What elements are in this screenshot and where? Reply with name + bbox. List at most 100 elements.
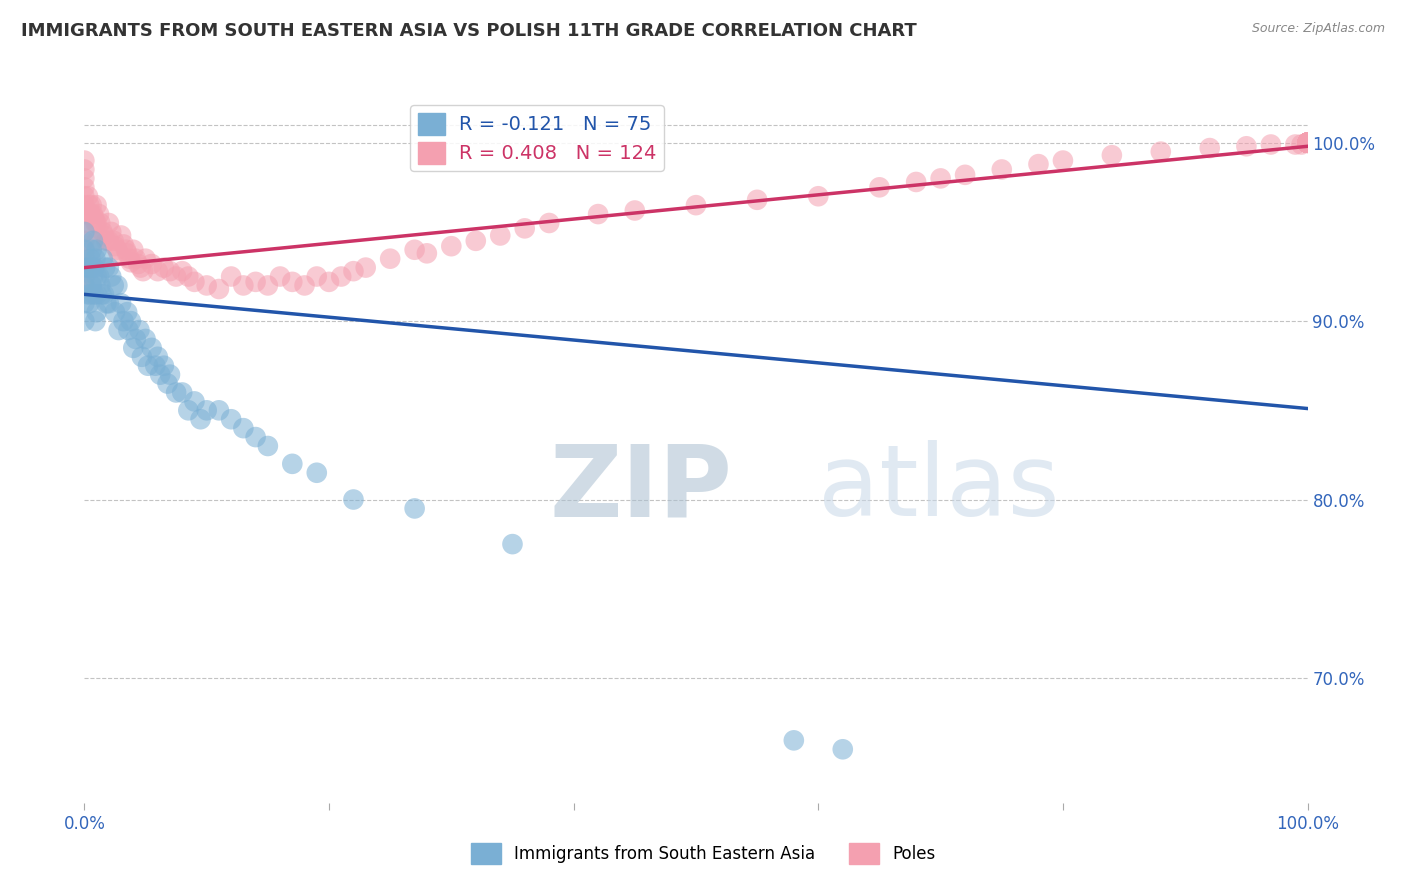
Point bbox=[77, 287, 100, 301]
Point bbox=[489, 228, 512, 243]
Point bbox=[153, 260, 176, 275]
Point bbox=[89, 278, 111, 293]
Point bbox=[342, 492, 364, 507]
Point bbox=[177, 403, 200, 417]
Point bbox=[125, 332, 148, 346]
Point bbox=[195, 278, 218, 293]
Point bbox=[1296, 136, 1319, 150]
Point bbox=[112, 237, 135, 252]
Point bbox=[281, 457, 304, 471]
Point bbox=[104, 239, 127, 253]
Point bbox=[73, 260, 96, 275]
Point bbox=[1296, 136, 1319, 150]
Point bbox=[1296, 136, 1319, 150]
Point bbox=[80, 260, 103, 275]
Point bbox=[128, 323, 150, 337]
Point bbox=[84, 216, 107, 230]
Point bbox=[83, 211, 105, 225]
Point bbox=[100, 269, 122, 284]
Point bbox=[538, 216, 561, 230]
Point bbox=[73, 314, 96, 328]
Point bbox=[120, 314, 142, 328]
Point bbox=[97, 216, 120, 230]
Point bbox=[208, 282, 231, 296]
Text: IMMIGRANTS FROM SOUTH EASTERN ASIA VS POLISH 11TH GRADE CORRELATION CHART: IMMIGRANTS FROM SOUTH EASTERN ASIA VS PO… bbox=[21, 22, 917, 40]
Point bbox=[73, 216, 96, 230]
Point bbox=[159, 368, 181, 382]
Point bbox=[1296, 136, 1319, 150]
Point bbox=[1296, 136, 1319, 150]
Point bbox=[77, 260, 100, 275]
Point bbox=[135, 252, 157, 266]
Point bbox=[96, 234, 118, 248]
Point bbox=[93, 287, 115, 301]
Point bbox=[1296, 136, 1319, 150]
Legend: R = -0.121   N = 75, R = 0.408   N = 124: R = -0.121 N = 75, R = 0.408 N = 124 bbox=[411, 105, 664, 171]
Point bbox=[80, 198, 103, 212]
Point bbox=[1291, 137, 1313, 152]
Point bbox=[131, 350, 153, 364]
Point bbox=[143, 359, 166, 373]
Point bbox=[586, 207, 609, 221]
Point bbox=[1296, 136, 1319, 150]
Point bbox=[208, 403, 231, 417]
Point bbox=[1296, 136, 1319, 150]
Point bbox=[1284, 137, 1306, 152]
Point bbox=[953, 168, 976, 182]
Point bbox=[183, 394, 205, 409]
Point bbox=[127, 257, 149, 271]
Point bbox=[82, 269, 104, 284]
Point bbox=[79, 252, 101, 266]
Point bbox=[110, 296, 132, 310]
Point bbox=[86, 305, 108, 319]
Point bbox=[73, 162, 96, 177]
Point bbox=[115, 246, 138, 260]
Point bbox=[330, 269, 353, 284]
Point bbox=[73, 171, 96, 186]
Point bbox=[80, 278, 103, 293]
Point bbox=[82, 234, 104, 248]
Point bbox=[73, 180, 96, 194]
Point bbox=[149, 368, 172, 382]
Point bbox=[118, 252, 141, 266]
Point bbox=[1296, 136, 1319, 150]
Point bbox=[380, 252, 402, 266]
Point bbox=[747, 193, 769, 207]
Point bbox=[132, 264, 155, 278]
Point bbox=[79, 287, 101, 301]
Point bbox=[73, 207, 96, 221]
Point bbox=[117, 323, 139, 337]
Point bbox=[73, 225, 96, 239]
Point bbox=[136, 359, 159, 373]
Point bbox=[502, 537, 524, 551]
Point bbox=[77, 189, 100, 203]
Point bbox=[269, 269, 291, 284]
Point bbox=[177, 269, 200, 284]
Point bbox=[73, 225, 96, 239]
Point bbox=[1101, 148, 1123, 162]
Point bbox=[146, 264, 169, 278]
Point bbox=[82, 207, 104, 221]
Point bbox=[257, 278, 280, 293]
Point bbox=[464, 234, 486, 248]
Point bbox=[129, 260, 152, 275]
Point bbox=[77, 260, 100, 275]
Point bbox=[165, 385, 187, 400]
Point bbox=[624, 203, 647, 218]
Point bbox=[1296, 136, 1319, 150]
Point bbox=[73, 198, 96, 212]
Point bbox=[79, 207, 101, 221]
Point bbox=[318, 275, 340, 289]
Point bbox=[404, 501, 426, 516]
Point bbox=[159, 264, 181, 278]
Point bbox=[87, 269, 110, 284]
Point bbox=[195, 403, 218, 417]
Point bbox=[1296, 136, 1319, 150]
Point bbox=[1296, 136, 1319, 150]
Point bbox=[86, 243, 108, 257]
Point bbox=[105, 278, 128, 293]
Point bbox=[73, 243, 96, 257]
Point bbox=[90, 287, 112, 301]
Text: ZIP: ZIP bbox=[550, 441, 733, 537]
Point bbox=[84, 314, 107, 328]
